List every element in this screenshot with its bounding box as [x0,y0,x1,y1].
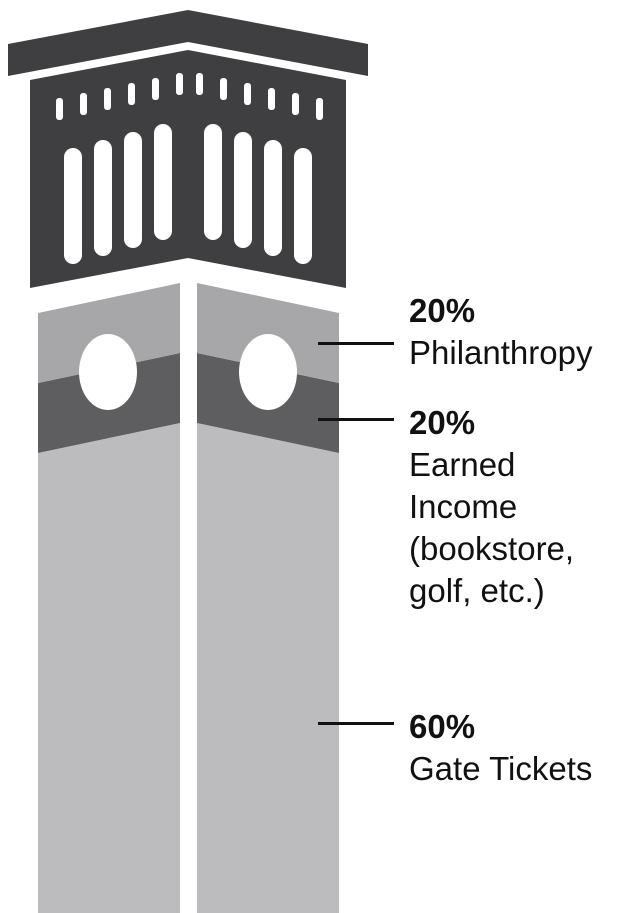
gate-tickets-leader-line [318,722,394,725]
earned-income-label: 20% Earned Income (bookstore, golf, etc.… [409,402,574,612]
left-face-gate-tickets [38,423,180,913]
capital-roof [8,10,368,76]
tower-capital [8,10,368,288]
philanthropy-label: 20% Philanthropy [409,290,592,374]
right-face-window [239,334,297,410]
earned-income-leader-line [318,418,394,421]
gate-tickets-label: 60% Gate Tickets [409,706,592,790]
philanthropy-name: Philanthropy [409,334,593,371]
right-face-gate-tickets [197,423,339,913]
earned-income-percent: 20% [409,404,476,441]
column-right-face [197,283,339,913]
earned-income-name: Earned Income (bookstore, golf, etc.) [409,446,575,609]
capital-crenellations [56,73,323,120]
left-face-window [79,334,137,410]
gate-tickets-name: Gate Tickets [409,750,593,787]
column-left-face [38,283,180,913]
philanthropy-leader-line [318,342,394,345]
capital-arched-windows [64,124,312,264]
gate-tickets-percent: 60% [409,708,476,745]
philanthropy-percent: 20% [409,292,476,329]
right-face-philanthropy [197,283,339,383]
left-face-philanthropy [38,283,180,383]
